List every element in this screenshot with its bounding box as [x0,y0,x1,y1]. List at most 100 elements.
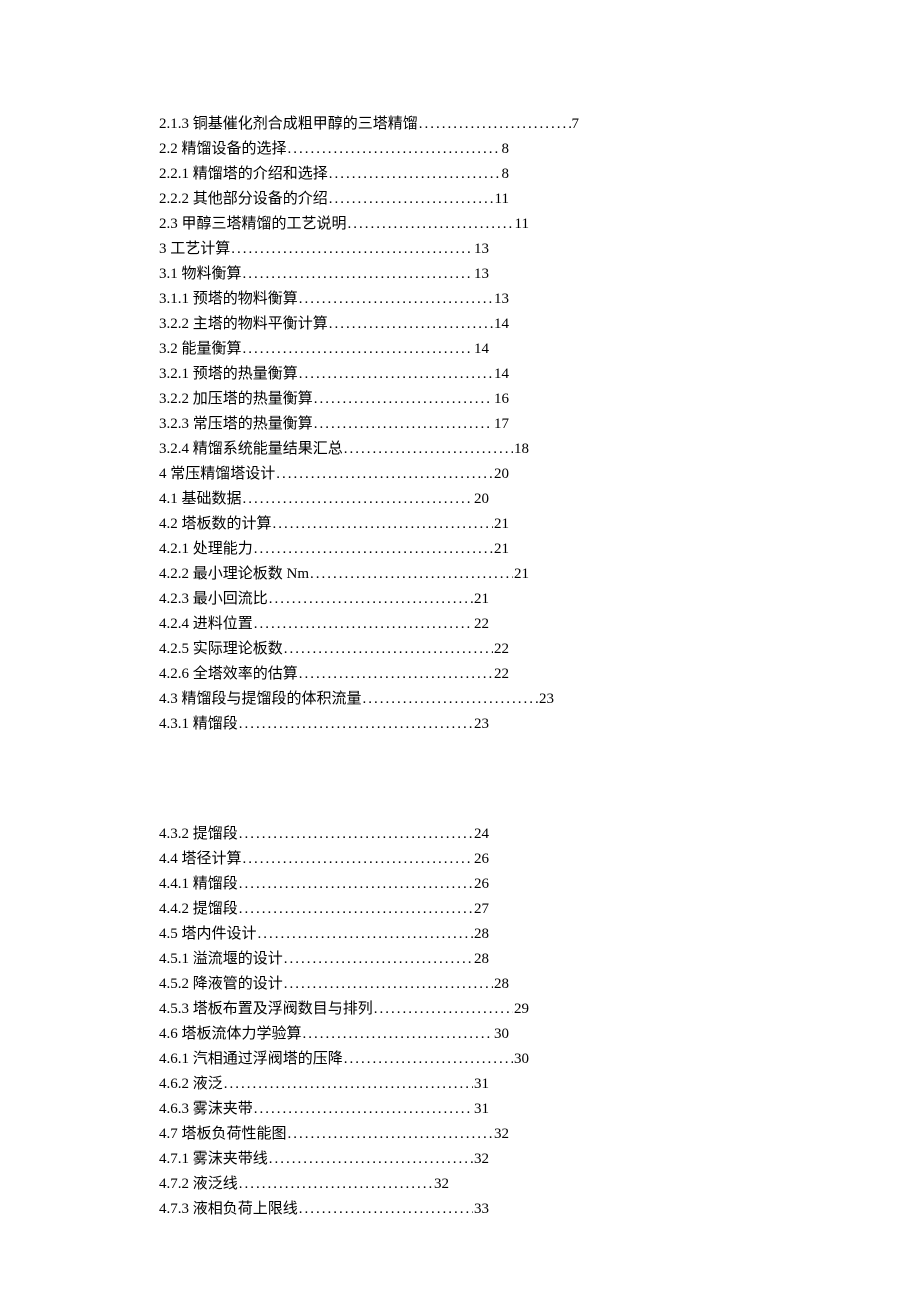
toc-entry-label: 4 常压精馏塔设计 [159,462,275,487]
toc-entry-page: 32 [474,1147,489,1172]
toc-entry-label: 3.1.1 预塔的物料衡算 [159,287,298,312]
toc-entry-page: 21 [514,562,529,587]
toc-entry-label: 4.7.3 液相负荷上限线 [159,1197,298,1222]
toc-entry-label: 3 工艺计算 [159,237,230,262]
toc-entry: 4.7.3 液相负荷上限线...........................… [159,1197,489,1222]
toc-entry-page: 21 [474,587,489,612]
toc-leader-dots: ........................................… [254,537,493,562]
toc-entry-page: 13 [494,287,509,312]
toc-entry-label: 2.2 精馏设备的选择 [159,137,287,162]
toc-entry-page: 33 [474,1197,489,1222]
toc-entry-label: 4.2.5 实际理论板数 [159,637,283,662]
toc-leader-dots: ........................................… [299,1197,473,1222]
toc-entry: 4.3.2 提馏段 ..............................… [159,822,489,847]
toc-entry: 4.4.1 精馏段 ..............................… [159,872,489,897]
toc-entry: 4.2.4 进料位置 .............................… [159,612,489,637]
toc-entry: 3 工艺计算..................................… [159,237,489,262]
toc-entry: 3.1.1 预塔的物料衡算...........................… [159,287,509,312]
toc-entry-page: 30 [494,1022,509,1047]
toc-entry: 4.5.3 塔板布置及浮阀数目与排列 .....................… [159,997,529,1022]
toc-entry: 2.2.2 其他部分设备的介绍.........................… [159,187,509,212]
toc-entry-label: 4.6 塔板流体力学验算 [159,1022,302,1047]
toc-entry: 2.2 精馏设备的选择 ............................… [159,137,509,162]
toc-entry-page: 23 [474,712,489,737]
toc-entry-page: 13 [474,237,489,262]
toc-leader-dots: ........................................… [243,487,473,512]
toc-entry-page: 14 [494,362,509,387]
toc-entry: 3.2.1 预塔的热量衡算...........................… [159,362,509,387]
toc-leader-dots: ........................................… [254,612,473,637]
toc-leader-dots: ........................................… [363,687,538,712]
toc-entry: 4.5.1 溢流堰的设计 ...........................… [159,947,489,972]
toc-entry-page: 31 [474,1097,489,1122]
toc-leader-dots: ........................................… [239,872,473,897]
toc-leader-dots: ........................................… [310,562,513,587]
toc-entry: 2.3 甲醇三塔精馏的工艺说明.........................… [159,212,529,237]
toc-entry: 4.1 基础数据 ...............................… [159,487,489,512]
toc-leader-dots: ........................................… [419,112,571,137]
toc-entry-page: 26 [474,847,489,872]
toc-leader-dots: ........................................… [284,637,493,662]
toc-entry-label: 4.3.1 精馏段 [159,712,238,737]
toc-leader-dots: ........................................… [243,262,473,287]
toc-entry-label: 4.2.1 处理能力 [159,537,253,562]
toc-leader-dots: ........................................… [329,162,501,187]
toc-entry-label: 4.3 精馏段与提馏段的体积流量 [159,687,362,712]
toc-entry-page: 28 [474,947,489,972]
toc-leader-dots: ........................................… [239,897,473,922]
toc-entry-page: 21 [494,537,509,562]
toc-entry-label: 4.7 塔板负荷性能图 [159,1122,287,1147]
toc-entry: 4.2.2 最小理论板数 Nm.........................… [159,562,529,587]
toc-entry-page: 22 [494,662,509,687]
toc-entry-page: 27 [474,897,489,922]
toc-entry: 4.2.5 实际理论板数 ...........................… [159,637,509,662]
toc-entry-label: 2.2.1 精馏塔的介绍和选择 [159,162,328,187]
toc-entry-label: 4.4 塔径计算 [159,847,242,872]
toc-leader-dots: ........................................… [239,822,473,847]
toc-entry: 4.7.2 液泛线...............................… [159,1172,449,1197]
toc-entry-page: 17 [494,412,509,437]
toc-entry-label: 3.2.4 精馏系统能量结果汇总 [159,437,343,462]
toc-entry: 4.5.2 降液管的设计 ...........................… [159,972,509,997]
toc-entry-label: 4.7.1 雾沫夹带线 [159,1147,268,1172]
toc-entry-page: 22 [474,612,489,637]
toc-leader-dots: ........................................… [231,237,473,262]
toc-entry-page: 14 [494,312,509,337]
toc-entry-label: 4.6.1 汽相通过浮阀塔的压降 [159,1047,343,1072]
toc-entry-label: 4.4.1 精馏段 [159,872,238,897]
toc-entry-label: 4.6.3 雾沫夹带 [159,1097,253,1122]
toc-entry: 3.2 能量衡算 ...............................… [159,337,489,362]
toc-leader-dots: ........................................… [303,1022,493,1047]
toc-entry: 4.2.1 处理能力 .............................… [159,537,509,562]
toc-entry-page: 11 [495,187,509,212]
toc-entry-page: 20 [474,487,489,512]
toc-leader-dots: ........................................… [344,437,513,462]
toc-entry-label: 3.2.2 加压塔的热量衡算 [159,387,313,412]
toc-leader-dots: ........................................… [239,1172,433,1197]
toc-entry-page: 31 [474,1072,489,1097]
toc-entry-page: 32 [494,1122,509,1147]
toc-entry: 4.7.1 雾沫夹带线 ............................… [159,1147,489,1172]
toc-leader-dots: ........................................… [239,712,473,737]
toc-leader-dots: ........................................… [344,1047,513,1072]
toc-entry: 4.2 塔板数的计算 .............................… [159,512,509,537]
toc-entry-page: 11 [515,212,529,237]
toc-entry: 4.4.2 提馏段 ..............................… [159,897,489,922]
toc-entry-label: 3.1 物料衡算 [159,262,242,287]
toc-leader-dots: ........................................… [284,947,473,972]
toc-leader-dots: ........................................… [276,462,493,487]
toc-leader-dots: ........................................… [269,587,473,612]
toc-leader-dots: ........................................… [348,212,514,237]
toc-entry: 4.6.1 汽相通过浮阀塔的压降 .......................… [159,1047,529,1072]
toc-entry-page: 20 [494,462,509,487]
toc-entry-label: 3.2.3 常压塔的热量衡算 [159,412,313,437]
toc-entry-page: 16 [494,387,509,412]
toc-entry-page: 22 [494,637,509,662]
toc-entry-page: 29 [514,997,529,1022]
toc-entry-label: 4.4.2 提馏段 [159,897,238,922]
toc-leader-dots: ........................................… [314,412,493,437]
toc-entry-label: 4.6.2 液泛 [159,1072,223,1097]
toc-entry-label: 4.5.2 降液管的设计 [159,972,283,997]
toc-entry-label: 4.2.3 最小回流比 [159,587,268,612]
toc-entry-page: 28 [474,922,489,947]
